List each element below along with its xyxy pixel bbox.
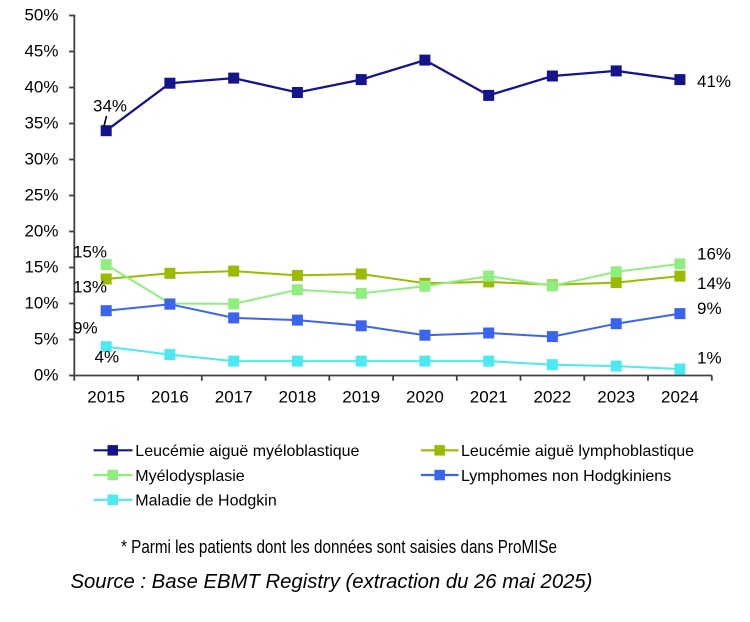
svg-text:10%: 10% bbox=[24, 294, 58, 313]
svg-text:15%: 15% bbox=[73, 242, 107, 261]
svg-text:2021: 2021 bbox=[470, 388, 508, 407]
svg-text:20%: 20% bbox=[24, 222, 58, 241]
svg-text:Leucémie aiguë lymphoblastique: Leucémie aiguë lymphoblastique bbox=[461, 443, 694, 460]
svg-text:30%: 30% bbox=[24, 150, 58, 169]
svg-text:40%: 40% bbox=[24, 78, 58, 97]
svg-text:Source : Base EBMT Registry (e: Source : Base EBMT Registry (extraction … bbox=[71, 571, 593, 593]
svg-text:2017: 2017 bbox=[215, 388, 253, 407]
svg-text:2020: 2020 bbox=[406, 388, 444, 407]
svg-text:2022: 2022 bbox=[533, 388, 571, 407]
svg-text:Leucémie aiguë myéloblastique: Leucémie aiguë myéloblastique bbox=[135, 443, 359, 460]
svg-text:35%: 35% bbox=[24, 114, 58, 133]
svg-text:* Parmi les patients dont les: * Parmi les patients dont les données so… bbox=[121, 537, 557, 557]
svg-text:16%: 16% bbox=[697, 245, 731, 264]
svg-text:50%: 50% bbox=[24, 6, 58, 25]
svg-text:13%: 13% bbox=[73, 277, 107, 296]
svg-text:15%: 15% bbox=[24, 258, 58, 277]
svg-text:5%: 5% bbox=[34, 330, 59, 349]
svg-text:34%: 34% bbox=[93, 97, 127, 116]
svg-text:0%: 0% bbox=[34, 366, 59, 385]
svg-text:1%: 1% bbox=[697, 349, 722, 368]
svg-text:2016: 2016 bbox=[151, 388, 189, 407]
svg-text:2023: 2023 bbox=[597, 388, 635, 407]
svg-text:2019: 2019 bbox=[342, 388, 380, 407]
svg-text:14%: 14% bbox=[697, 274, 731, 293]
svg-text:Myélodysplasie: Myélodysplasie bbox=[135, 468, 244, 485]
svg-text:25%: 25% bbox=[24, 186, 58, 205]
svg-text:2018: 2018 bbox=[278, 388, 316, 407]
svg-text:Lymphomes non Hodgkiniens: Lymphomes non Hodgkiniens bbox=[461, 468, 671, 485]
svg-text:9%: 9% bbox=[73, 318, 98, 337]
svg-text:45%: 45% bbox=[24, 42, 58, 61]
svg-text:41%: 41% bbox=[697, 72, 731, 91]
svg-text:4%: 4% bbox=[95, 347, 120, 366]
svg-text:9%: 9% bbox=[697, 299, 722, 318]
svg-text:2015: 2015 bbox=[87, 388, 125, 407]
svg-text:2024: 2024 bbox=[661, 388, 699, 407]
svg-text:Maladie de Hodgkin: Maladie de Hodgkin bbox=[135, 493, 276, 510]
